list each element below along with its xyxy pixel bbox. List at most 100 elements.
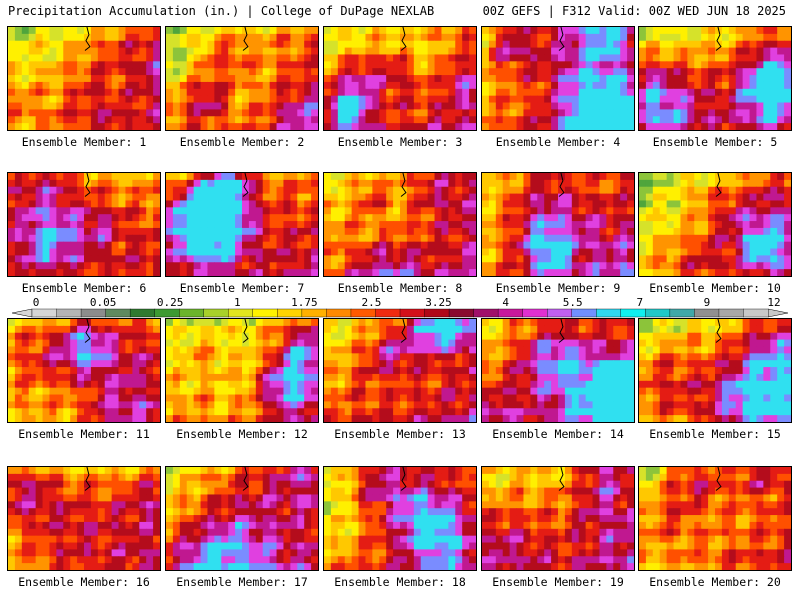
colorbar-swatch (571, 308, 597, 318)
model-run-info: 00Z GEFS | F312 Valid: 00Z WED JUN 18 20… (482, 4, 786, 18)
coastline (400, 27, 407, 51)
ensemble-member-label: Ensemble Member: 10 (649, 281, 781, 295)
colorbar-swatch (178, 308, 205, 318)
ensemble-member-map (638, 172, 792, 277)
colorbar-swatch (694, 308, 720, 318)
ensemble-member-map (7, 172, 161, 277)
ensemble-member-map (323, 318, 477, 423)
ensemble-member-label: Ensemble Member: 12 (176, 427, 308, 441)
ensemble-member-map (638, 466, 792, 571)
coastline (84, 173, 91, 197)
colorbar-swatch (105, 308, 131, 318)
colorbar-tick-label: 2.5 (362, 296, 382, 309)
colorbar-tick-label: 12 (767, 296, 780, 309)
coastline (715, 27, 722, 51)
colorbar-swatch (448, 308, 475, 318)
colorbar-tick-label: 0.05 (90, 296, 117, 309)
coastline (558, 319, 565, 343)
colorbar-swatch (473, 308, 499, 318)
ensemble-member-map (165, 318, 319, 423)
colorbar-swatch (669, 308, 695, 318)
coastline (715, 319, 722, 343)
colorbar-swatch (497, 308, 524, 318)
colorbar-tick-label: 7 (637, 296, 644, 309)
colorbar-swatch (129, 308, 156, 318)
ensemble-member-label: Ensemble Member: 14 (492, 427, 624, 441)
ensemble-member-map (165, 172, 319, 277)
ensemble-member-label: Ensemble Member: 16 (18, 575, 150, 589)
colorbar-tick-label: 5.5 (563, 296, 583, 309)
ensemble-member-map (323, 466, 477, 571)
colorbar-min-arrow (11, 308, 33, 318)
colorbar-swatch (80, 308, 107, 318)
ensemble-member-map (7, 318, 161, 423)
colorbar-swatch (228, 308, 254, 318)
coastline (715, 467, 722, 491)
ensemble-member-label: Ensemble Member: 19 (492, 575, 624, 589)
colorbar-tick-label: 3.25 (425, 296, 452, 309)
colorbar-swatch (203, 308, 229, 318)
ensemble-member-label: Ensemble Member: 8 (337, 281, 463, 295)
colorbar-swatch (424, 308, 450, 318)
colorbar-swatch (301, 308, 327, 318)
colorbar-swatch (252, 308, 278, 318)
colorbar-swatch (56, 308, 82, 318)
colorbar-swatch (31, 308, 58, 318)
ensemble-member-map (165, 466, 319, 571)
ensemble-member-label: Ensemble Member: 20 (649, 575, 781, 589)
colorbar-swatch (326, 308, 352, 318)
coastline (84, 467, 91, 491)
colorbar-swatch (375, 308, 401, 318)
ensemble-member-label: Ensemble Member: 6 (21, 281, 147, 295)
colorbar-swatch (350, 308, 376, 318)
coastline (400, 173, 407, 197)
coastline (400, 467, 407, 491)
colorbar-tick-label: 9 (704, 296, 711, 309)
ensemble-member-map (323, 26, 477, 131)
colorbar-tick-label: 1 (234, 296, 241, 309)
ensemble-member-map (165, 26, 319, 131)
ensemble-member-label: Ensemble Member: 5 (652, 135, 778, 149)
coastline (242, 319, 249, 343)
colorbar-swatch (277, 308, 303, 318)
ensemble-member-map (481, 318, 635, 423)
ensemble-member-map (481, 172, 635, 277)
precipitation-colorbar: 0 0.05 0.25 1 1.75 2.5 3.25 4 5.5 7 9 12 (11, 296, 789, 318)
coastline (558, 27, 565, 51)
coastline (558, 173, 565, 197)
colorbar-swatch (547, 308, 573, 318)
colorbar-swatch (399, 308, 426, 318)
ensemble-member-label: Ensemble Member: 18 (334, 575, 466, 589)
ensemble-member-label: Ensemble Member: 3 (337, 135, 463, 149)
ensemble-member-label: Ensemble Member: 11 (18, 427, 150, 441)
ensemble-member-map (638, 318, 792, 423)
colorbar-swatch (522, 308, 548, 318)
colorbar-swatch (620, 308, 646, 318)
ensemble-member-map (323, 172, 477, 277)
colorbar-swatch (154, 308, 180, 318)
colorbar-tick-label: 0 (33, 296, 40, 309)
ensemble-member-map (481, 466, 635, 571)
ensemble-member-label: Ensemble Member: 9 (495, 281, 621, 295)
ensemble-member-label: Ensemble Member: 17 (176, 575, 308, 589)
ensemble-member-label: Ensemble Member: 13 (334, 427, 466, 441)
coastline (242, 27, 249, 51)
coastline (84, 319, 91, 343)
ensemble-member-label: Ensemble Member: 4 (495, 135, 621, 149)
map-title: Precipitation Accumulation (in.) | Colle… (8, 4, 435, 18)
coastline (84, 27, 91, 51)
colorbar-swatch (718, 308, 744, 318)
colorbar-tick-label: 1.75 (291, 296, 318, 309)
ensemble-member-label: Ensemble Member: 2 (179, 135, 305, 149)
coastline (715, 173, 722, 197)
coastline (400, 319, 407, 343)
ensemble-member-map (7, 466, 161, 571)
coastline (242, 173, 249, 197)
colorbar-tick-label: 4 (502, 296, 509, 309)
ensemble-member-label: Ensemble Member: 7 (179, 281, 305, 295)
colorbar-tick-label: 0.25 (157, 296, 184, 309)
coastline (558, 467, 565, 491)
ensemble-member-map (7, 26, 161, 131)
ensemble-member-label: Ensemble Member: 1 (21, 135, 147, 149)
colorbar-swatch (645, 308, 671, 318)
